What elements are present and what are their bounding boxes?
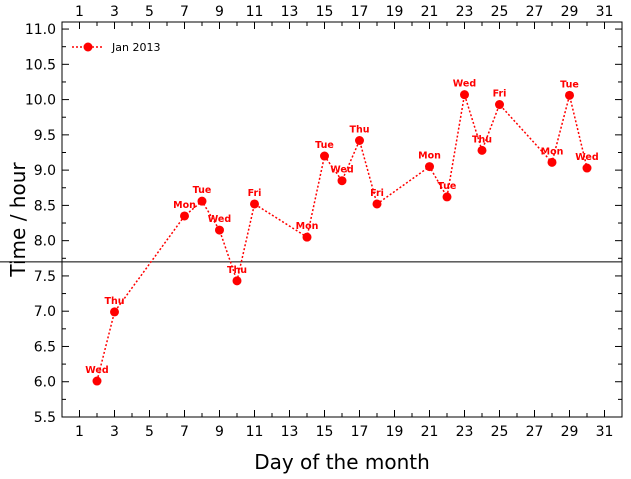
x-tick-label-top: 29 — [561, 4, 579, 20]
axis-ticks — [62, 22, 622, 418]
point-label: Fri — [248, 188, 262, 199]
series-jan-2013: Wed Thu Mon Tue Wed Thu Fri Mon Tue Wed Thu Fri Mon T… — [85, 79, 599, 386]
data-point — [232, 276, 242, 286]
x-tick-label-top: 11 — [246, 4, 264, 20]
x-tick-label: 3 — [110, 424, 119, 440]
data-point — [215, 225, 224, 235]
data-point — [92, 376, 102, 386]
data-point — [110, 307, 119, 317]
x-tick-label-top: 15 — [316, 4, 334, 20]
x-tick-label: 9 — [215, 424, 224, 440]
x-tick-label-top: 5 — [145, 4, 154, 20]
x-tick-label-top: 17 — [351, 4, 369, 20]
y-tick-label: 10.0 — [25, 93, 56, 109]
x-tick-label-top: 27 — [526, 4, 544, 20]
y-tick-labels: 5.5 6.0 6.5 7.0 7.5 8.0 8.5 9.0 9.5 10.0 10.5 11.0 — [25, 22, 56, 426]
series-line — [96, 94, 588, 382]
x-tick-label-top: 3 — [110, 4, 119, 20]
point-label: Tue — [560, 79, 579, 90]
point-label: Thu — [104, 296, 124, 307]
data-point — [442, 192, 452, 202]
x-tick-label: 25 — [491, 424, 509, 440]
point-label: Mon — [418, 151, 441, 162]
legend-label: Jan 2013 — [111, 41, 160, 54]
x-tick-label: 5 — [145, 424, 154, 440]
point-label: Fri — [493, 89, 507, 100]
y-tick-label: 8.5 — [34, 198, 56, 214]
x-axis-title: Day of the month — [254, 450, 430, 474]
x-tick-label: 15 — [316, 424, 334, 440]
x-tick-label: 19 — [386, 424, 404, 440]
legend-marker — [83, 42, 93, 52]
x-tick-labels-top: 1 3 5 7 9 11 13 15 17 19 21 23 25 27 29 31 — [75, 4, 613, 20]
x-tick-label-top: 23 — [456, 4, 474, 20]
point-label: Mon — [541, 146, 564, 157]
data-point — [477, 145, 487, 155]
x-tick-label: 27 — [526, 424, 544, 440]
x-tick-label-top: 31 — [596, 4, 614, 20]
point-label: Wed — [208, 214, 231, 225]
data-point — [250, 199, 259, 209]
legend: Jan 2013 — [72, 41, 160, 54]
y-tick-label: 11.0 — [25, 22, 56, 38]
data-point — [582, 163, 592, 173]
point-label: Wed — [330, 165, 353, 176]
x-tick-label: 21 — [421, 424, 439, 440]
data-point — [180, 211, 189, 221]
x-tick-label: 7 — [180, 424, 189, 440]
data-point — [320, 151, 329, 161]
y-tick-label: 6.5 — [34, 339, 56, 355]
x-tick-label-top: 1 — [75, 4, 84, 20]
x-tick-label-top: 13 — [281, 4, 299, 20]
data-point — [197, 196, 207, 206]
x-tick-label-top: 19 — [386, 4, 404, 20]
y-tick-label: 6.0 — [34, 375, 56, 391]
point-label: Wed — [575, 152, 598, 163]
point-label: Thu — [472, 134, 492, 145]
data-point — [355, 136, 364, 145]
x-tick-label: 31 — [596, 424, 614, 440]
x-tick-label: 13 — [281, 424, 299, 440]
data-point — [565, 90, 574, 100]
point-label: Wed — [453, 79, 476, 90]
point-label: Thu — [227, 265, 247, 276]
x-tick-label: 1 — [75, 424, 84, 440]
x-tick-label: 17 — [351, 424, 369, 440]
x-tick-label-top: 25 — [491, 4, 509, 20]
point-label: Fri — [370, 188, 384, 199]
y-tick-label: 7.0 — [34, 304, 56, 320]
x-tick-labels-bottom: 1 3 5 7 9 11 13 15 17 19 21 23 25 27 29 31 — [75, 424, 613, 440]
point-label: Mon — [173, 200, 196, 211]
data-point — [460, 90, 469, 100]
data-point — [302, 232, 312, 242]
x-tick-label: 23 — [456, 424, 474, 440]
data-point — [425, 162, 434, 172]
point-label: Thu — [349, 125, 369, 136]
y-tick-label: 8.0 — [34, 234, 56, 250]
point-label: Tue — [315, 140, 334, 151]
x-tick-label-top: 9 — [215, 4, 224, 20]
data-point — [372, 199, 382, 209]
plot-frame — [61, 21, 623, 418]
x-tick-label-top: 7 — [180, 4, 189, 20]
point-label: Tue — [438, 181, 457, 192]
data-point — [547, 157, 557, 167]
x-tick-label: 29 — [561, 424, 579, 440]
y-tick-label: 5.5 — [34, 410, 56, 426]
data-point — [337, 176, 347, 186]
y-tick-label: 10.5 — [25, 57, 56, 73]
data-point — [495, 100, 504, 110]
point-label: Mon — [296, 221, 319, 232]
x-tick-label-top: 21 — [421, 4, 439, 20]
y-tick-label: 9.0 — [34, 163, 56, 179]
y-axis-title: Time / hour — [6, 162, 30, 278]
y-tick-label: 9.5 — [34, 128, 56, 144]
y-tick-label: 7.5 — [34, 269, 56, 285]
point-label: Tue — [193, 185, 212, 196]
x-tick-label: 11 — [246, 424, 264, 440]
point-label: Wed — [85, 365, 108, 376]
